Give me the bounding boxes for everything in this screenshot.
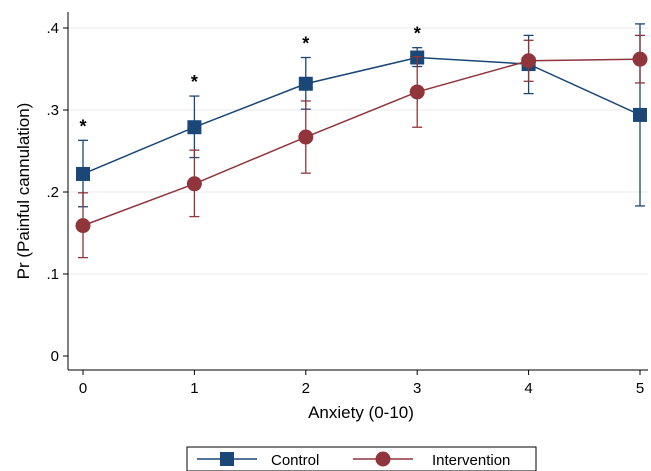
x-tick-label: 3 [413, 380, 421, 397]
legend-marker [220, 452, 234, 466]
legend-label: Control [271, 452, 319, 469]
data-point [298, 76, 313, 91]
annotations: * * * * [79, 24, 420, 137]
data-point [75, 218, 91, 234]
legend-item-control: Control [197, 452, 319, 469]
x-axis-title: Anxiety (0-10) [308, 403, 414, 422]
significance-star: * [191, 72, 198, 92]
y-tick-label: 0 [51, 348, 59, 365]
data-point [632, 51, 648, 67]
x-tick-label: 5 [636, 380, 644, 397]
y-tick-label: .1 [46, 266, 59, 283]
x-tick-label: 4 [524, 380, 532, 397]
x-tick-label: 2 [302, 380, 310, 397]
data-point [76, 166, 90, 181]
series-line [82, 56, 641, 175]
x-tick-label: 0 [79, 380, 87, 397]
series-line [82, 58, 641, 227]
legend-label: Intervention [432, 452, 510, 469]
y-tick-label: .2 [46, 184, 59, 201]
legend: Control Intervention [186, 446, 537, 471]
gridlines [68, 27, 648, 275]
y-axis-title: Pr (Painful cannulation) [14, 103, 33, 280]
data-point [186, 176, 202, 192]
axes: 0 .1 .2 .3 .4 0 1 2 3 4 5 [46, 12, 648, 397]
y-tick-label: .3 [46, 102, 59, 119]
data-point [298, 129, 314, 145]
x-tick-label: 1 [190, 380, 198, 397]
data-point [521, 53, 537, 69]
significance-star: * [414, 24, 421, 44]
data-point [187, 120, 202, 135]
significance-star: * [302, 34, 309, 54]
data-point [409, 84, 425, 100]
legend-marker [375, 451, 391, 467]
series-layer [75, 23, 648, 259]
data-point [633, 107, 647, 122]
series-intervention [75, 34, 648, 259]
plot-area [68, 12, 648, 370]
y-tick-label: .4 [46, 20, 59, 37]
significance-star: * [79, 116, 86, 136]
legend-item-intervention: Intervention [353, 451, 510, 469]
